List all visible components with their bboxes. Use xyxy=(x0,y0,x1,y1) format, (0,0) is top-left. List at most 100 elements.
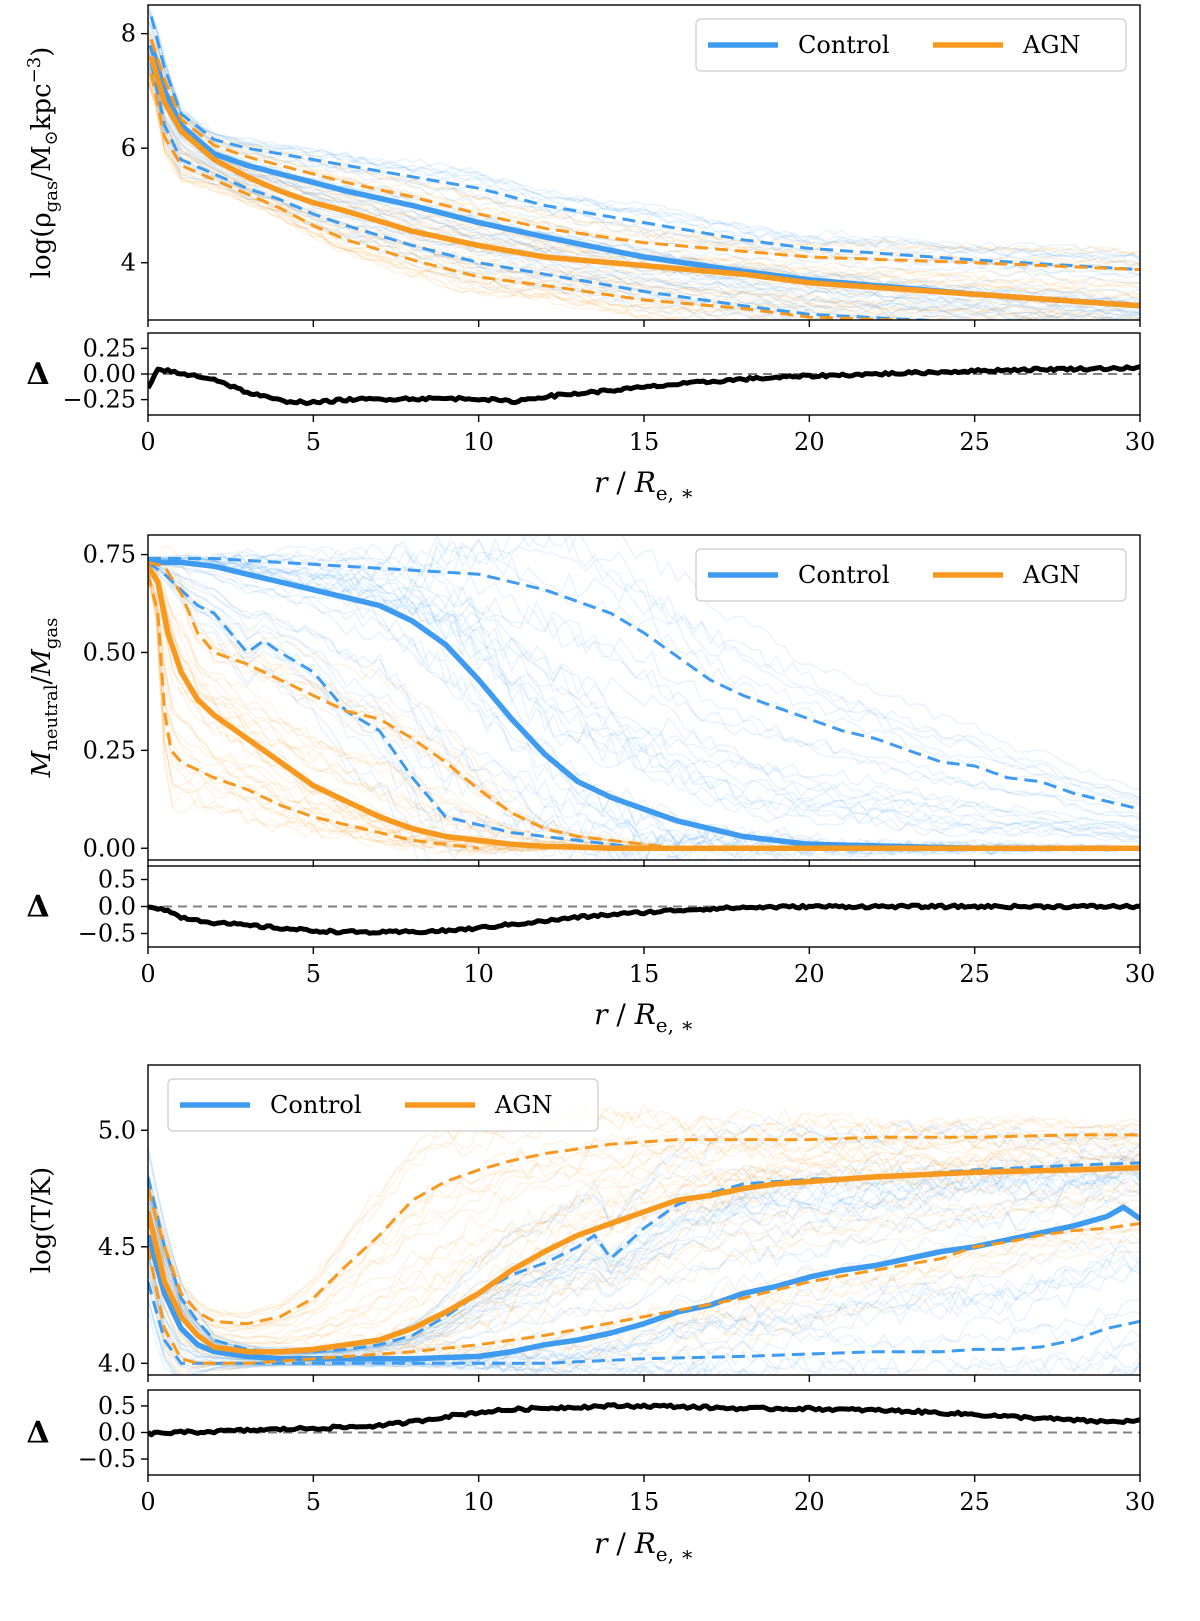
faint-profile-control xyxy=(148,536,1140,802)
x-tick-label: 0 xyxy=(140,960,155,988)
faint-profile-agn xyxy=(148,37,1140,267)
faint-profile-agn xyxy=(148,35,1140,265)
faint-profile-agn xyxy=(148,68,1086,320)
faint-profile-agn xyxy=(148,51,1140,299)
main-plot-area xyxy=(148,5,1140,320)
x-tick-label: 5 xyxy=(306,960,321,988)
legend: Control AGN xyxy=(167,1078,599,1132)
y-tick-label: 4.5 xyxy=(98,1233,136,1261)
series-control-lower xyxy=(149,61,948,320)
delta-axis-label: Δ xyxy=(26,1416,49,1451)
delta-y-tick-label: 0.0 xyxy=(98,893,136,921)
faint-profile-agn xyxy=(148,70,1124,320)
series-agn-upper xyxy=(148,560,678,850)
faint-profile-control xyxy=(148,561,1140,859)
x-tick-label: 25 xyxy=(959,960,990,988)
faint-profile-control xyxy=(148,52,1140,316)
faint-profile-control xyxy=(148,1175,1140,1356)
delta-y-tick-label: 0.5 xyxy=(98,1392,136,1420)
faint-profile-agn xyxy=(148,81,728,320)
x-tick-label: 30 xyxy=(1125,960,1156,988)
faint-profile-control xyxy=(148,61,1136,320)
y-tick-label: 5.0 xyxy=(98,1116,136,1144)
delta-axis-label: Δ xyxy=(26,890,49,925)
faint-profile-control xyxy=(148,51,1140,319)
x-tick-label: 15 xyxy=(629,428,660,456)
main-plot-area xyxy=(148,1099,1140,1375)
faint-profile-control xyxy=(148,560,1140,834)
faint-profile-agn xyxy=(148,1188,1140,1361)
legend-label-control: Control xyxy=(798,561,890,589)
delta-y-tick-label: 0.00 xyxy=(83,360,136,388)
series-control-upper xyxy=(148,557,1140,811)
faint-profile-agn xyxy=(148,1201,1140,1362)
faint-profile-control xyxy=(148,561,1140,860)
legend-label-agn: AGN xyxy=(1022,31,1081,59)
faint-profile-agn xyxy=(148,1099,1140,1316)
faint-profile-agn xyxy=(148,1128,1140,1328)
y-tick-label: 0.50 xyxy=(83,638,136,666)
faint-profile-agn xyxy=(148,38,1140,268)
series-agn-upper xyxy=(148,1133,1140,1326)
faint-profile-control xyxy=(148,558,1140,828)
y-tick-label: 0.25 xyxy=(83,736,136,764)
faint-profile-control xyxy=(148,558,1140,831)
faint-profile-control xyxy=(148,561,1140,856)
series-agn-upper xyxy=(149,38,1140,272)
faint-profile-control xyxy=(148,1155,1140,1354)
legend: Control AGN xyxy=(695,548,1127,602)
y-tick-label: 8 xyxy=(121,20,136,48)
faint-profile-agn xyxy=(148,62,1140,315)
faint-profile-agn xyxy=(148,1128,1140,1328)
legend-label-control: Control xyxy=(798,31,890,59)
faint-profile-control xyxy=(148,5,1140,261)
faint-profile-agn xyxy=(148,1136,1140,1335)
faint-profile-control xyxy=(148,1166,1140,1355)
series-control-median xyxy=(148,559,1140,852)
faint-profile-agn xyxy=(148,1103,1140,1316)
x-tick-label: 10 xyxy=(463,960,494,988)
faint-profile-control xyxy=(148,52,1140,320)
delta-plot-area xyxy=(148,902,1140,936)
series-agn-lower xyxy=(148,573,479,850)
x-tick-label: 15 xyxy=(629,960,660,988)
faint-profile-control xyxy=(148,66,935,320)
series-control-median xyxy=(148,1204,1140,1362)
x-tick-label: 10 xyxy=(463,1488,494,1516)
delta-y-tick-label: 0.25 xyxy=(83,334,136,362)
faint-profile-control xyxy=(148,8,1140,260)
x-tick-label: 20 xyxy=(794,960,825,988)
delta-curve xyxy=(148,1402,1140,1438)
panel-1: 4 6 8 log(ρgas/M⊙kpc−3) Control AGN 0.250.00−0… xyxy=(24,4,1155,505)
faint-profile-agn xyxy=(148,81,722,320)
x-tick-label: 10 xyxy=(463,428,494,456)
faint-profile-agn xyxy=(148,1151,1140,1347)
delta-axis-label: Δ xyxy=(26,357,49,392)
series-agn-median xyxy=(148,55,1140,309)
faint-profile-agn xyxy=(148,78,772,320)
faint-profile-control xyxy=(148,1176,1140,1357)
delta-curve xyxy=(148,902,1140,936)
legend-label-agn: AGN xyxy=(1022,561,1081,589)
faint-profile-agn xyxy=(148,1177,1140,1358)
faint-profile-control xyxy=(148,541,1140,805)
series-agn-median xyxy=(148,564,1140,852)
x-axis-label: r / Re, ∗ xyxy=(594,1527,694,1566)
series-agn-lower xyxy=(148,1222,1140,1365)
x-tick-label: 5 xyxy=(306,428,321,456)
faint-profile-control xyxy=(148,1176,1140,1356)
faint-profile-agn xyxy=(148,66,1140,320)
faint-profile-control xyxy=(148,1167,1140,1355)
faint-profile-agn xyxy=(148,1150,1140,1346)
faint-profile-agn xyxy=(148,31,1140,254)
faint-profile-control xyxy=(148,559,1140,829)
faint-profile-control xyxy=(148,555,1140,819)
legend-box xyxy=(695,548,1127,602)
x-tick-label: 25 xyxy=(959,428,990,456)
x-tick-label: 5 xyxy=(306,1488,321,1516)
faint-profile-control xyxy=(148,58,1119,320)
faint-profile-agn xyxy=(148,30,1140,256)
faint-profile-control xyxy=(148,562,1140,860)
